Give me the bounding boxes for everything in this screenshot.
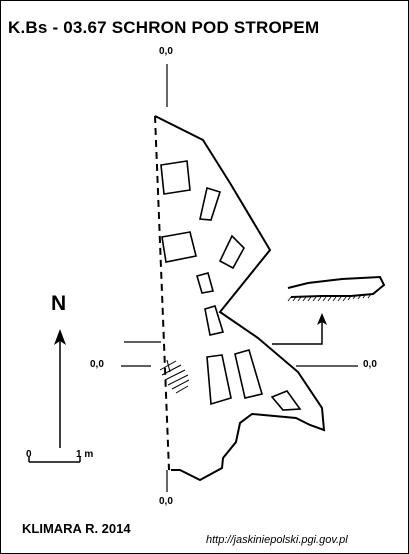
- scale-bar: [28, 457, 81, 463]
- upper-passage-outline: [287, 275, 386, 298]
- boulder-4: [218, 234, 245, 270]
- boulder-3: [199, 186, 222, 221]
- axis-label-top: 0,0: [159, 46, 173, 57]
- section-axes: [121, 64, 358, 492]
- north-arrow: [54, 329, 66, 448]
- cave-outline: [154, 115, 326, 482]
- boulder-7: [206, 354, 232, 406]
- boulder-8: [234, 349, 264, 399]
- boulder-2: [161, 231, 197, 263]
- axis-label-right: 0,0: [363, 359, 377, 370]
- scale-end-label: 1 m: [76, 449, 94, 460]
- rubble-hatch: [159, 359, 190, 394]
- author-credit: KLIMARA R. 2014: [22, 521, 131, 536]
- boulder-5: [196, 272, 215, 294]
- scale-start-label: 0: [26, 449, 32, 460]
- boulder-1: [160, 160, 191, 195]
- boulders: [160, 160, 302, 411]
- north-label: N: [51, 292, 67, 315]
- source-link[interactable]: http://jaskiniepolski.pgi.gov.pl: [206, 534, 348, 546]
- boulder-9: [270, 390, 302, 411]
- map-title: K.Bs - 03.67 SCHRON POD STROPEM: [8, 18, 320, 37]
- boulder-6: [204, 305, 225, 336]
- upper-passage-hatching: [287, 293, 372, 302]
- axis-label-bottom: 0,0: [159, 496, 173, 507]
- level-arrow: [272, 313, 327, 345]
- axis-label-left: 0,0: [90, 359, 104, 370]
